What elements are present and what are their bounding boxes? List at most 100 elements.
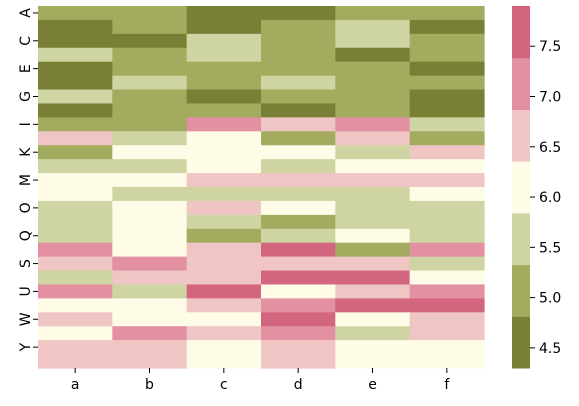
heatmap-cell-R-e [335,242,411,258]
heatmap-cell-B-b [112,19,188,35]
heatmap-cell-X-a [38,326,113,341]
heatmap-cell-O-e [335,200,411,216]
colorbar-tick-label-5.0: 5.0 [539,291,561,307]
heatmap-cell-T-b [112,270,188,286]
heatmap-cell-J-a [38,131,113,146]
heatmap-cell-G-e [335,89,411,105]
heatmap-cell-R-a [38,242,113,258]
heatmap-cell-B-e [335,19,411,35]
colorbar-tick-label-7.0: 7.0 [539,90,561,106]
x-tick-label-c: c [220,377,228,393]
y-tick-label-C: C [18,36,34,46]
heatmap-cell-O-d [261,200,336,216]
heatmap-cell-C-b [112,33,188,49]
heatmap-cell-B-f [409,19,485,35]
heatmap-cell-Y-e [335,340,411,355]
x-tick-label-e: e [368,377,377,393]
heatmap-cell-W-d [261,312,336,327]
heatmap-cell-C-a [38,33,113,49]
heatmap-cell-A-d [261,6,336,21]
heatmap-cell-I-d [261,117,336,132]
heatmap-cell-Z-f [409,354,485,369]
heatmap-cell-A-e [335,6,411,21]
heatmap-cell-N-f [409,187,485,202]
heatmap-cell-K-a [38,145,113,160]
heatmap-cell-T-d [261,270,336,286]
heatmap-cell-L-a [38,159,113,174]
heatmap-cell-J-d [261,131,336,146]
heatmap-cell-W-f [409,312,485,327]
heatmap-cell-Q-e [335,228,411,244]
y-tick-label-U: U [18,286,34,296]
heatmap-cell-H-e [335,103,411,118]
heatmap-cell-S-e [335,256,411,272]
heatmap-cell-T-a [38,270,113,286]
heatmap-cell-D-e [335,47,411,63]
heatmap-cell-V-a [38,298,113,313]
heatmap-cell-S-c [186,256,262,272]
heatmap-cell-M-e [335,173,411,188]
x-tick-label-a: a [71,377,80,393]
heatmap-cell-X-b [112,326,188,341]
heatmap-cell-Z-a [38,354,113,369]
heatmap-cell-Q-b [112,228,188,244]
heatmap-cell-G-c [186,89,262,105]
heatmap-cell-Z-d [261,354,336,369]
colorbar-tick-label-5.5: 5.5 [539,240,561,256]
heatmap-cell-O-c [186,200,262,216]
heatmap-cell-W-b [112,312,188,327]
heatmap-cell-F-c [186,75,262,91]
colorbar-segment-6 [512,6,530,59]
heatmap-cell-D-c [186,47,262,63]
heatmap-cell-O-f [409,200,485,216]
heatmap-cell-J-c [186,131,262,146]
heatmap-cell-P-d [261,214,336,230]
heatmap-cell-J-e [335,131,411,146]
heatmap-cell-Z-e [335,354,411,369]
heatmap-cell-H-b [112,103,188,118]
heatmap-cell-R-c [186,242,262,258]
heatmap-cell-F-d [261,75,336,91]
heatmap-cell-K-f [409,145,485,160]
heatmap-cell-L-b [112,159,188,174]
heatmap-cell-N-d [261,187,336,202]
colorbar-segment-4 [512,109,530,162]
heatmap-cell-R-f [409,242,485,258]
colorbar-segment-3 [512,161,530,214]
y-tick-label-G: G [18,91,34,102]
heatmap-cell-X-c [186,326,262,341]
colorbar-segment-2 [512,212,530,266]
heatmap-cell-I-f [409,117,485,132]
heatmap-cell-M-a [38,173,113,188]
heatmap-cell-A-a [38,6,113,21]
heatmap-cell-U-b [112,284,188,299]
heatmap-cell-C-e [335,33,411,49]
heatmap-cell-G-f [409,89,485,105]
heatmap-cell-D-f [409,47,485,63]
heatmap-cell-E-f [409,61,485,77]
heatmap-cell-G-b [112,89,188,105]
heatmap-cell-J-b [112,131,188,146]
heatmap-cell-L-c [186,159,262,174]
heatmap-cell-X-d [261,326,336,341]
heatmap-cell-U-d [261,284,336,299]
heatmap-cell-L-f [409,159,485,174]
heatmap-cell-B-a [38,19,113,35]
heatmap-cell-D-a [38,47,113,63]
heatmap-cell-F-b [112,75,188,91]
heatmap-cell-S-b [112,256,188,272]
heatmap-cell-S-d [261,256,336,272]
heatmap-cell-Y-f [409,340,485,355]
heatmap-cell-Y-b [112,340,188,355]
heatmap-cell-Q-d [261,228,336,244]
heatmap-cell-M-b [112,173,188,188]
heatmap-cell-T-c [186,270,262,286]
heatmap-cell-M-f [409,173,485,188]
heatmap-cell-Q-a [38,228,113,244]
heatmap-cell-F-a [38,75,113,91]
heatmap-cell-K-b [112,145,188,160]
heatmap-cell-H-c [186,103,262,118]
heatmap-cell-S-a [38,256,113,272]
colorbar-tick-label-4.5: 4.5 [539,341,561,357]
